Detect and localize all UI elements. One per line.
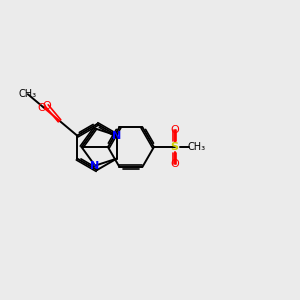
Text: S: S <box>171 142 178 152</box>
Text: CH₃: CH₃ <box>188 142 206 152</box>
Text: O: O <box>43 101 51 111</box>
Text: O: O <box>170 159 179 169</box>
Text: O: O <box>170 125 179 135</box>
Text: N: N <box>112 130 122 141</box>
Text: CH₃: CH₃ <box>19 89 37 99</box>
Text: N: N <box>90 160 100 171</box>
Text: O: O <box>38 103 46 112</box>
